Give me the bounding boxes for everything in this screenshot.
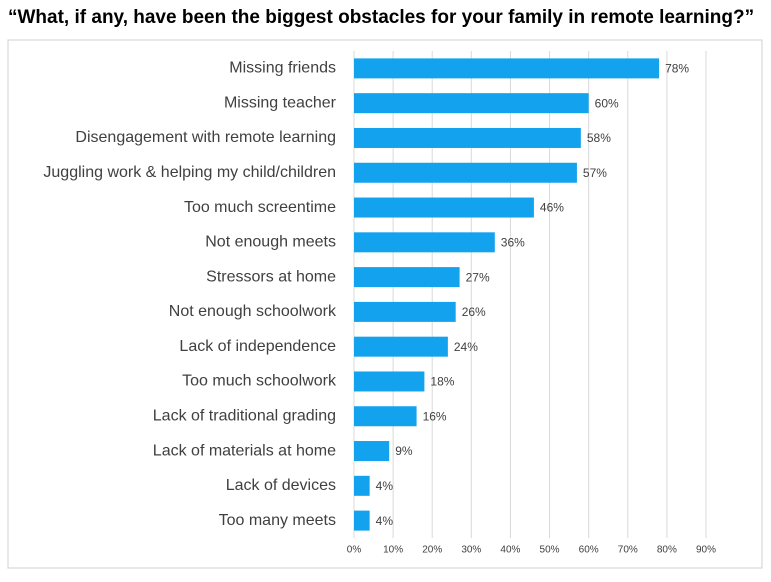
category-label: Lack of materials at home bbox=[153, 442, 336, 459]
value-label: 27% bbox=[466, 270, 490, 284]
value-label: 18% bbox=[430, 375, 454, 389]
category-label: Missing friends bbox=[229, 60, 336, 77]
bar bbox=[354, 406, 417, 427]
category-label: Lack of traditional grading bbox=[153, 407, 336, 424]
category-label: Not enough schoolwork bbox=[169, 303, 337, 320]
bar bbox=[354, 232, 495, 253]
category-label: Missing teacher bbox=[224, 94, 337, 111]
value-label: 9% bbox=[395, 444, 413, 458]
category-label: Stressors at home bbox=[206, 268, 336, 285]
chart-frame bbox=[7, 39, 763, 569]
x-tick-label: 70% bbox=[618, 545, 638, 556]
category-label: Lack of independence bbox=[179, 338, 336, 355]
x-tick-label: 10% bbox=[383, 545, 403, 556]
value-label: 26% bbox=[462, 305, 486, 319]
value-label: 36% bbox=[501, 235, 525, 249]
bar bbox=[354, 58, 660, 79]
category-label: Juggling work & helping my child/childre… bbox=[43, 164, 336, 181]
x-tick-label: 40% bbox=[500, 545, 520, 556]
chart-title: “What, if any, have been the biggest obs… bbox=[8, 7, 754, 28]
x-tick-label: 90% bbox=[696, 545, 716, 556]
bar bbox=[354, 441, 390, 462]
value-label: 16% bbox=[423, 409, 447, 423]
value-label: 60% bbox=[595, 96, 619, 110]
bar bbox=[354, 197, 534, 218]
category-label: Too many meets bbox=[219, 512, 336, 529]
value-label: 24% bbox=[454, 340, 478, 354]
category-label: Lack of devices bbox=[226, 477, 336, 494]
value-label: 4% bbox=[376, 479, 394, 493]
value-label: 4% bbox=[376, 514, 394, 528]
x-tick-label: 60% bbox=[579, 545, 599, 556]
value-label: 58% bbox=[587, 131, 611, 145]
bar bbox=[354, 510, 370, 531]
category-label: Not enough meets bbox=[205, 234, 336, 251]
value-label: 78% bbox=[665, 62, 689, 76]
category-label: Too much schoolwork bbox=[182, 373, 337, 390]
bar bbox=[354, 371, 425, 392]
bar bbox=[354, 336, 448, 357]
category-label: Disengagement with remote learning bbox=[75, 129, 336, 146]
x-tick-label: 80% bbox=[657, 545, 677, 556]
x-tick-label: 50% bbox=[540, 545, 560, 556]
x-tick-label: 20% bbox=[422, 545, 442, 556]
bar bbox=[354, 127, 581, 148]
bar bbox=[354, 93, 589, 114]
bar bbox=[354, 301, 456, 322]
bar bbox=[354, 162, 577, 183]
x-tick-label: 0% bbox=[347, 545, 362, 556]
bar bbox=[354, 475, 370, 496]
category-label: Too much screentime bbox=[184, 199, 336, 216]
bar bbox=[354, 267, 460, 288]
x-tick-label: 30% bbox=[461, 545, 481, 556]
value-label: 46% bbox=[540, 201, 564, 215]
value-label: 57% bbox=[583, 166, 607, 180]
